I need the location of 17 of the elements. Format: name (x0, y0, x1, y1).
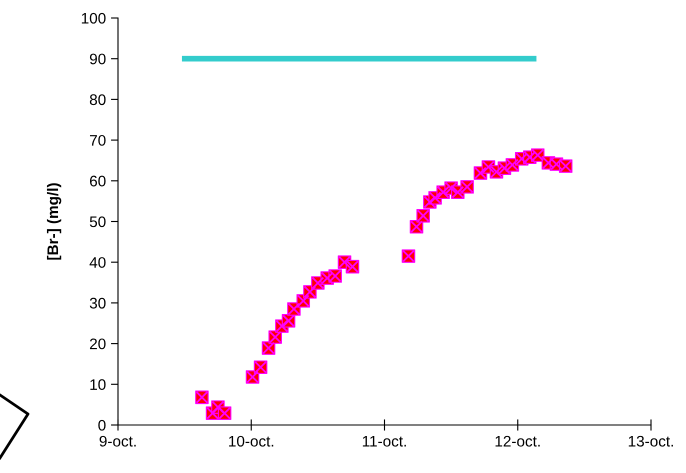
x-tick-label: 10-oct. (229, 436, 274, 447)
x-tick-label: 9-oct. (100, 436, 136, 447)
y-tick-label: 100 (82, 12, 106, 24)
y-tick-label: 60 (90, 176, 106, 186)
y-tick-label: 50 (90, 216, 106, 228)
x-tick-label: 13-oct. (628, 436, 673, 447)
x-tick-label: 11-oct. (362, 436, 406, 447)
y-tick-label: 40 (90, 257, 106, 268)
y-tick-label: 70 (90, 134, 106, 146)
y-tick-label: 90 (90, 54, 106, 64)
y-tick-label: 10 (90, 379, 106, 390)
y-axis-title: [Br-] (mg/l) (46, 183, 62, 260)
y-tick-label: 30 (90, 298, 106, 309)
y-tick-label: 0 (98, 420, 106, 431)
x-tick-label: 12-oct. (496, 436, 540, 447)
y-tick-label: 20 (90, 338, 106, 350)
y-tick-label: 80 (90, 94, 106, 106)
